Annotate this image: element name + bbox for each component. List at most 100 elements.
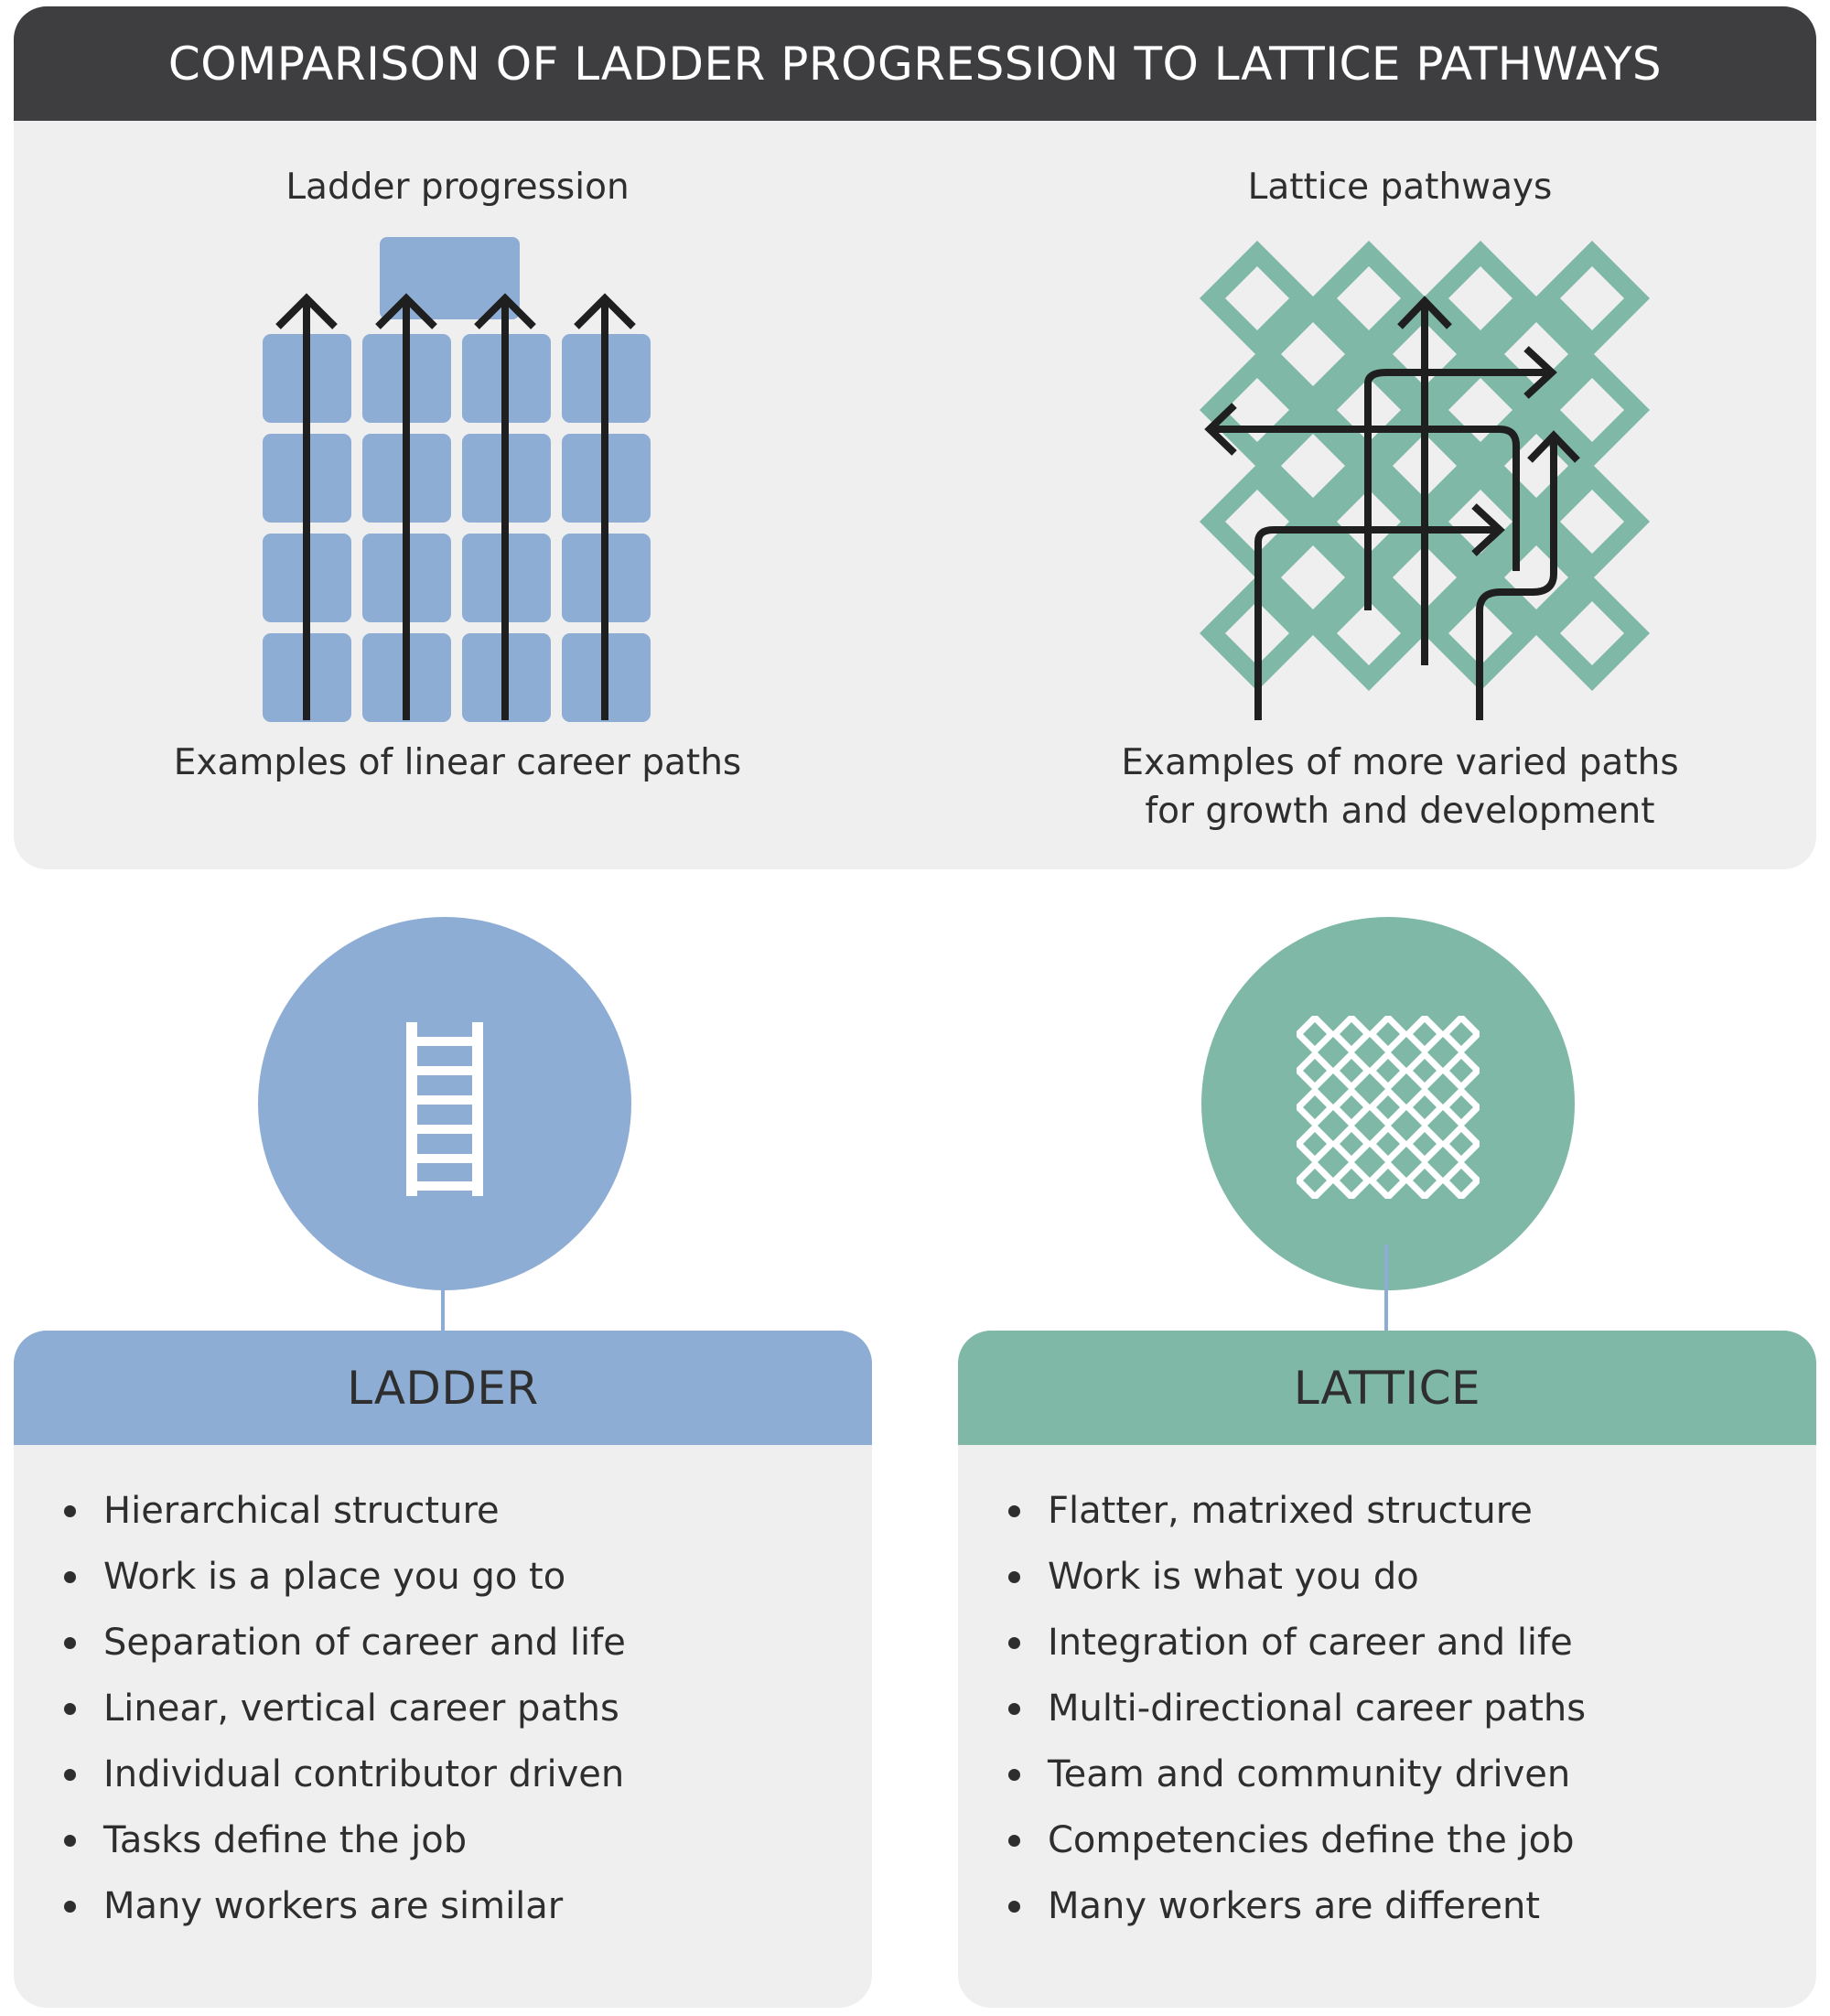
lattice-card-title: LATTICE (1293, 1361, 1481, 1415)
ladder-caption: Examples of linear career paths (173, 742, 742, 783)
lattice-diamond-hole (1448, 266, 1512, 330)
list-item-text: Multi-directional career paths (1048, 1687, 1587, 1730)
ladder-arrow-head (574, 293, 636, 329)
ladder-arrows (275, 293, 636, 720)
lattice-icon-diamond-hole (1413, 1059, 1437, 1083)
bullet-icon (64, 1703, 76, 1715)
lattice-icon-diamond-hole (1303, 1095, 1327, 1119)
lattice-connector (1384, 1245, 1388, 1332)
lattice-icon-diamond-hole (1340, 1059, 1363, 1083)
lattice-arrow-head (1397, 296, 1452, 329)
lattice-caption-line1: Examples of more varied paths (1121, 742, 1679, 783)
lattice-icon-diamond-hole (1376, 1095, 1400, 1119)
lattice-arrow-path (1210, 426, 1520, 571)
lattice-diamond-hole (1337, 601, 1401, 665)
list-item: Work is what you do (958, 1544, 1816, 1610)
lattice-card-header: LATTICE (958, 1331, 1816, 1445)
list-item: Team and community driven (958, 1741, 1816, 1807)
list-item-text: Competencies define the job (1048, 1819, 1575, 1861)
ladder-icon (406, 1022, 483, 1196)
lattice-arrow-path (1254, 526, 1499, 720)
lattice-diamond-hole (1281, 545, 1345, 609)
bullet-icon (64, 1901, 76, 1913)
lattice-diamond-hole (1225, 266, 1289, 330)
list-item: Multi-directional career paths (958, 1676, 1816, 1741)
ladder-circle (258, 917, 631, 1290)
bullet-icon (64, 1637, 76, 1649)
bullet-icon (1008, 1505, 1020, 1517)
ladder-card: LADDER Hierarchical structure Work is a … (14, 1331, 872, 2008)
bullet-icon (64, 1571, 76, 1583)
lattice-diamond-hole (1225, 490, 1289, 554)
bullet-icon (1008, 1901, 1020, 1913)
list-item-text: Work is a place you go to (103, 1556, 566, 1598)
lattice-icon-diamond-hole (1449, 1059, 1473, 1083)
bullet-icon (64, 1835, 76, 1847)
ladder-progression-diagram (263, 237, 651, 722)
list-item: Hierarchical structure (14, 1478, 872, 1544)
lattice-diamond-hole (1560, 490, 1624, 554)
lattice-diamond-hole (1560, 266, 1624, 330)
list-item-text: Many workers are different (1048, 1885, 1541, 1927)
lattice-icon-diamond-hole (1303, 1169, 1327, 1192)
list-item-text: Work is what you do (1048, 1556, 1419, 1598)
list-item-text: Flatter, matrixed structure (1048, 1490, 1533, 1532)
lattice-diamond-hole (1281, 322, 1345, 386)
list-item: Many workers are similar (14, 1873, 872, 1939)
lattice-pathways-heading: Lattice pathways (1247, 167, 1553, 208)
list-item: Individual contributor driven (14, 1741, 872, 1807)
lattice-icon-diamond-hole (1413, 1095, 1437, 1119)
lattice-icon-diamond-hole (1413, 1022, 1437, 1046)
ladder-progression-heading: Ladder progression (285, 167, 630, 208)
lattice-icon-diamond-hole (1413, 1169, 1437, 1192)
lattice-diamond-hole (1560, 601, 1624, 665)
lattice-icon-diamond-hole (1413, 1132, 1437, 1156)
list-item-text: Individual contributor driven (103, 1753, 625, 1795)
lattice-icon-diamond-hole (1376, 1022, 1400, 1046)
ladder-arrow-head (275, 293, 338, 329)
lattice-icon-diamond-hole (1340, 1169, 1363, 1192)
lattice-circle (1201, 917, 1575, 1290)
bullet-icon (1008, 1835, 1020, 1847)
lattice-icon (1297, 1016, 1480, 1199)
lattice-diamond-hole (1560, 378, 1624, 442)
lattice-arrows (1204, 296, 1580, 720)
lattice-pathways-diagram (1200, 241, 1650, 720)
list-item: Integration of career and life (958, 1610, 1816, 1676)
bullet-icon (64, 1505, 76, 1517)
lattice-icon-diamond-hole (1376, 1132, 1400, 1156)
lattice-icon-diamond-hole (1303, 1132, 1327, 1156)
bullet-icon (64, 1769, 76, 1781)
lattice-arrow-path (1364, 369, 1551, 610)
list-item: Tasks define the job (14, 1807, 872, 1873)
lattice-icon-diamond-hole (1376, 1169, 1400, 1192)
lattice-traits-list: Flatter, matrixed structure Work is what… (958, 1445, 1816, 1939)
list-item-text: Integration of career and life (1048, 1622, 1573, 1664)
lattice-diamond-hole (1281, 434, 1345, 498)
list-item: Separation of career and life (14, 1610, 872, 1676)
lattice-caption: Examples of more varied paths for growth… (1034, 738, 1766, 836)
bullet-icon (1008, 1571, 1020, 1583)
bullet-icon (1008, 1769, 1020, 1781)
list-item-text: Many workers are similar (103, 1885, 564, 1927)
list-item-text: Hierarchical structure (103, 1490, 500, 1532)
lattice-arrow-path (1476, 437, 1557, 720)
ladder-traits-list: Hierarchical structure Work is a place y… (14, 1445, 872, 1939)
ladder-top-tile (380, 237, 520, 319)
lattice-card: LATTICE Flatter, matrixed structure Work… (958, 1331, 1816, 2008)
bullet-icon (1008, 1703, 1020, 1715)
lattice-caption-line2: for growth and development (1145, 791, 1655, 832)
ladder-arrow-head (474, 293, 536, 329)
lattice-icon-diamond-hole (1303, 1022, 1327, 1046)
list-item-text: Team and community driven (1048, 1753, 1571, 1795)
lattice-icon-diamond-hole (1449, 1022, 1473, 1046)
list-item: Many workers are different (958, 1873, 1816, 1939)
lattice-icon-diamond-hole (1449, 1095, 1473, 1119)
lattice-icon-diamond-hole (1340, 1095, 1363, 1119)
ladder-card-title: LADDER (347, 1361, 539, 1415)
lattice-icon-diamond-hole (1449, 1169, 1473, 1192)
bullet-icon (1008, 1637, 1020, 1649)
list-item: Linear, vertical career paths (14, 1676, 872, 1741)
lattice-icon-diamond-hole (1449, 1132, 1473, 1156)
page-title: COMPARISON OF LADDER PROGRESSION TO LATT… (167, 37, 1663, 91)
